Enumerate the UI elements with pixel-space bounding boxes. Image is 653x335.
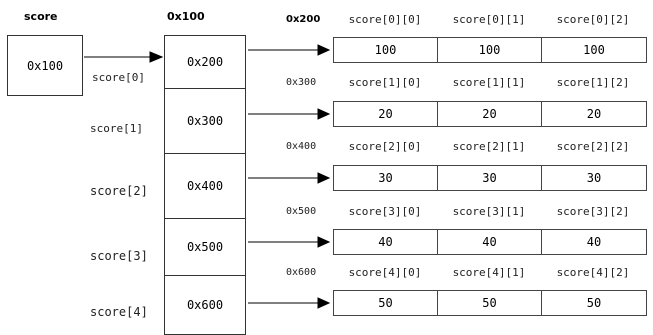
element-cell: 40 [541, 229, 647, 255]
element-value: 40 [482, 235, 497, 249]
pointer-cell: 0x400 [164, 153, 246, 219]
pointer-label: score[1] [90, 122, 143, 135]
arrowhead [317, 44, 331, 56]
pointer-cell: 0x600 [164, 275, 246, 335]
pointer-cell-value: 0x500 [186, 240, 224, 254]
element-header: score[2][2] [556, 140, 630, 153]
row-address: 0x200 [286, 14, 321, 25]
element-header: score[4][0] [348, 266, 422, 279]
element-cell: 50 [541, 290, 647, 316]
element-value: 20 [586, 107, 602, 121]
pointer-cell: 0x200 [164, 35, 246, 89]
pointer-cell: 0x500 [164, 218, 246, 276]
element-header: score[0][0] [348, 13, 422, 26]
row-address: 0x300 [286, 77, 317, 88]
score-var-name: score [24, 10, 58, 23]
element-value: 40 [586, 235, 602, 249]
element-header: score[0][1] [452, 13, 526, 26]
arrowhead [317, 172, 331, 184]
pointer-label: score[3] [90, 249, 148, 263]
element-header: score[4][1] [452, 266, 526, 279]
element-cell: 30 [541, 165, 647, 191]
row-address: 0x600 [286, 267, 317, 278]
element-header: score[1][2] [556, 76, 630, 89]
element-header: score[0][2] [556, 13, 630, 26]
arrowhead [317, 236, 331, 248]
element-header: score[1][0] [348, 76, 422, 89]
element-value: 100 [374, 43, 397, 57]
element-value: 20 [482, 107, 497, 121]
pointer-cell-value: 0x200 [186, 55, 224, 69]
element-value: 50 [378, 296, 393, 310]
element-header: score[3][2] [556, 205, 630, 218]
pointer-cell: 0x300 [164, 88, 246, 154]
element-value: 100 [478, 43, 501, 57]
pointer-label: score[0] [92, 71, 145, 84]
arrowhead [317, 297, 331, 309]
pointer-cell-value: 0x400 [186, 179, 224, 193]
score-var-box: 0x100 [7, 35, 83, 96]
element-value: 50 [586, 296, 602, 310]
pointer-cell-value: 0x300 [186, 114, 224, 128]
row-address: 0x500 [286, 206, 317, 217]
element-header: score[4][2] [556, 266, 630, 279]
row-address: 0x400 [286, 141, 317, 152]
element-header: score[2][1] [452, 140, 526, 153]
element-value: 50 [482, 296, 497, 310]
element-value: 30 [482, 171, 497, 185]
score-var-value: 0x100 [26, 58, 64, 73]
element-header: score[1][1] [452, 76, 526, 89]
pointer-cell-value: 0x600 [186, 298, 224, 312]
element-value: 30 [378, 171, 393, 185]
element-cell: 20 [541, 101, 647, 127]
pointer-label: score[4] [90, 305, 148, 319]
element-header: score[3][0] [348, 205, 422, 218]
pointer-array-address: 0x100 [167, 10, 205, 23]
element-value: 20 [378, 107, 393, 121]
element-value: 100 [583, 43, 605, 57]
arrowhead [149, 51, 164, 63]
element-header: score[2][0] [348, 140, 422, 153]
pointer-label: score[2] [90, 184, 148, 198]
element-value: 30 [586, 171, 602, 185]
element-header: score[3][1] [452, 205, 526, 218]
element-cell: 100 [541, 37, 647, 63]
arrowhead [317, 108, 331, 120]
arrows-layer [84, 44, 331, 309]
element-value: 40 [378, 235, 393, 249]
